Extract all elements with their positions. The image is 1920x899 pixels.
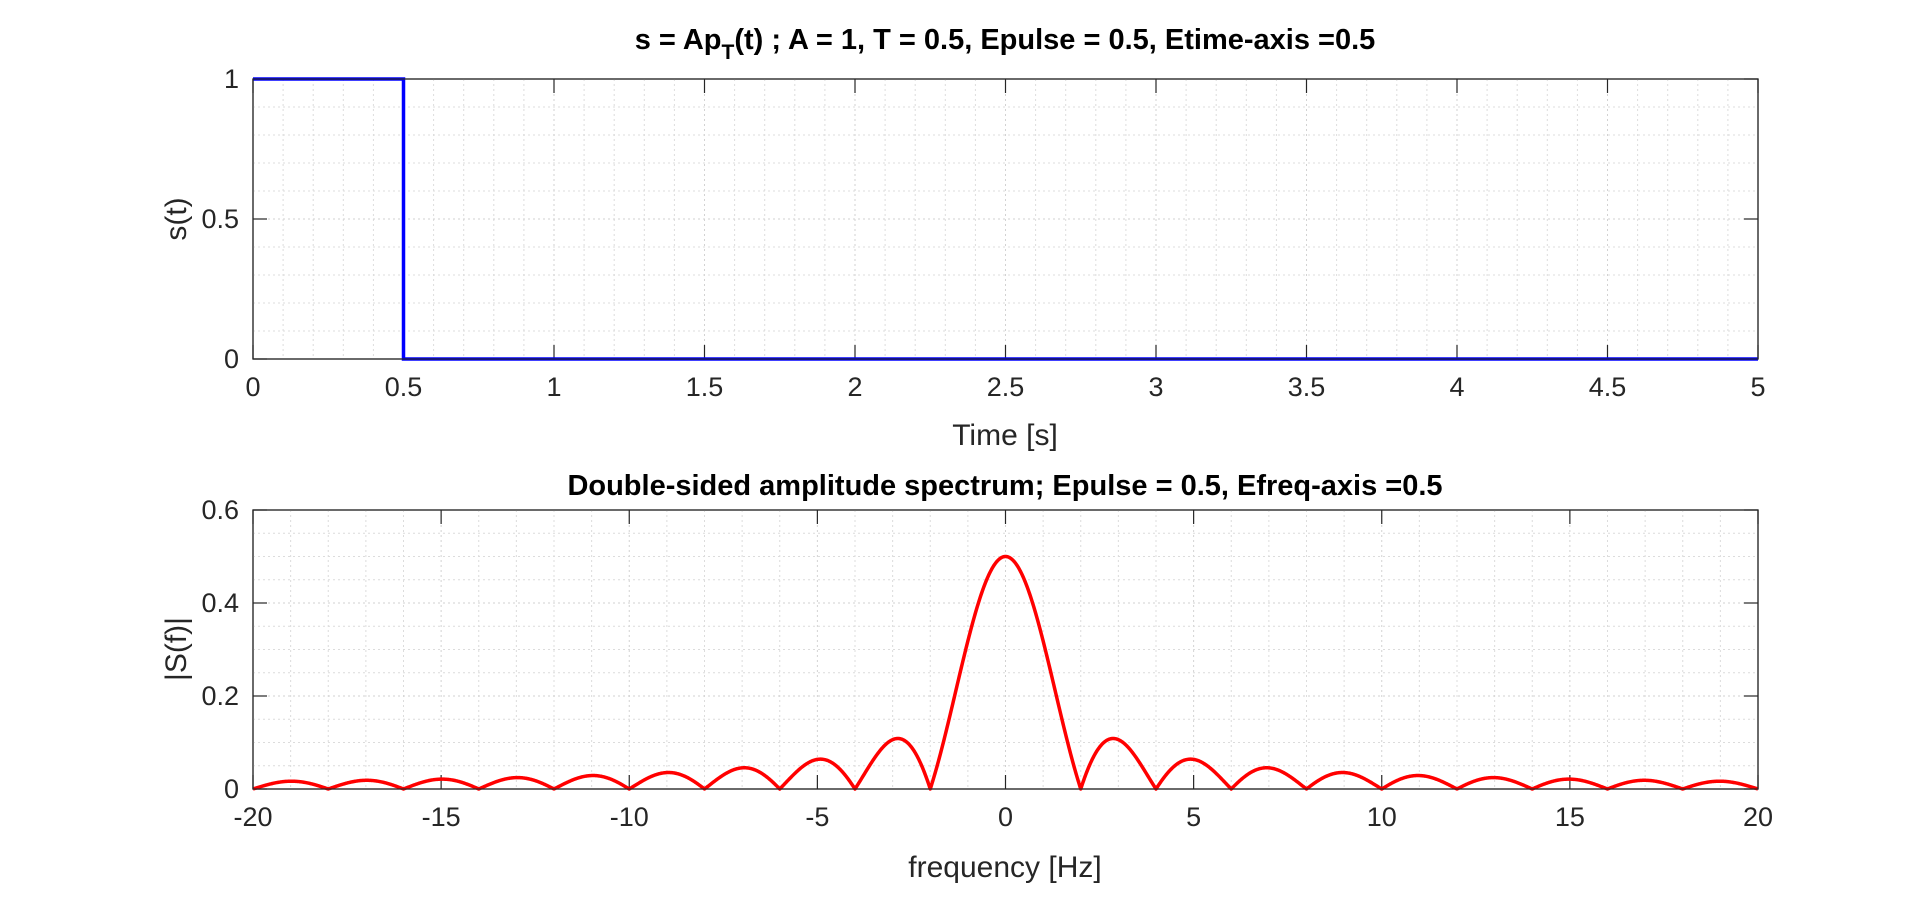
- y-tick-label: 0.2: [201, 681, 239, 711]
- x-tick-label: -20: [233, 802, 272, 832]
- x-tick-label: 2.5: [987, 372, 1025, 402]
- time-axes-box: [252, 78, 1759, 360]
- time-y-axis-label: s(t): [160, 197, 193, 240]
- frequency-domain-axes: -20 -15 -10 -5 0 5 10 15 20 0 0.2 0.4 0.6 Double-sid…: [160, 470, 1773, 884]
- time-tick-labels: 0 0.5 1 1.5 2 2.5 3 3.5 4 4.5 5 0 0.5 1: [201, 64, 1765, 402]
- time-domain-axes: 0 0.5 1 1.5 2 2.5 3 3.5 4 4.5 5 0 0.5 1 s = ApT(t) ; …: [160, 24, 1766, 452]
- x-tick-label: 3.5: [1288, 372, 1326, 402]
- x-tick-label: 5: [1186, 802, 1201, 832]
- x-tick-label: -15: [422, 802, 461, 832]
- spectrum-plot-title: Double-sided amplitude spectrum; Epulse …: [567, 470, 1442, 502]
- y-tick-label: 0: [224, 344, 239, 374]
- x-tick-label: 0.5: [385, 372, 423, 402]
- spectrum-x-axis-label: frequency [Hz]: [908, 851, 1101, 884]
- y-tick-label: 0.5: [201, 204, 239, 234]
- x-tick-label: 5: [1750, 372, 1765, 402]
- x-tick-label: -5: [805, 802, 829, 832]
- y-tick-label: 0: [224, 774, 239, 804]
- spectrum-grid: [253, 510, 1758, 789]
- x-tick-label: -10: [610, 802, 649, 832]
- amplitude-spectrum-line: [251, 554, 1760, 791]
- x-tick-label: 0: [998, 802, 1013, 832]
- x-tick-label: 1.5: [686, 372, 724, 402]
- time-x-axis-label: Time [s]: [952, 419, 1058, 452]
- y-tick-label: 1: [224, 64, 239, 94]
- x-tick-label: 3: [1148, 372, 1163, 402]
- x-tick-label: 20: [1743, 802, 1773, 832]
- time-plot-title: s = ApT(t) ; A = 1, T = 0.5, Epulse = 0.…: [635, 24, 1376, 64]
- x-tick-label: 2: [847, 372, 862, 402]
- spectrum-tick-labels: -20 -15 -10 -5 0 5 10 15 20 0 0.2 0.4 0.6: [201, 495, 1773, 832]
- y-tick-label: 0.6: [201, 495, 239, 525]
- x-tick-label: 15: [1555, 802, 1585, 832]
- x-tick-label: 1: [546, 372, 561, 402]
- time-grid: [253, 79, 1758, 359]
- x-tick-label: 4: [1449, 372, 1464, 402]
- spectrum-axes-box: [252, 509, 1759, 790]
- x-tick-label: 0: [245, 372, 260, 402]
- y-tick-label: 0.4: [201, 588, 239, 618]
- x-tick-label: 4.5: [1589, 372, 1627, 402]
- spectrum-y-axis-label: |S(f)|: [160, 617, 193, 681]
- x-tick-label: 10: [1367, 802, 1397, 832]
